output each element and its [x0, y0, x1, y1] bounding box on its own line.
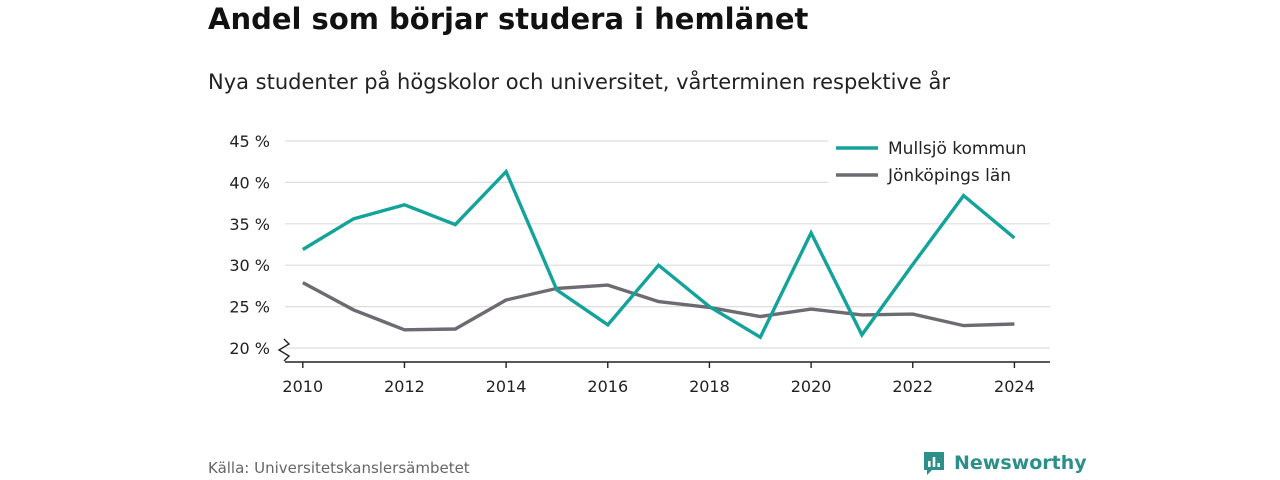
axis-break-icon [277, 338, 291, 362]
y-tick-label: 20 % [229, 339, 270, 358]
x-tick-label: 2020 [791, 377, 832, 396]
axes: 20 % 25 % 30 % 35 % 40 % 45 % 2010 2012 2014 2016… [229, 132, 1050, 396]
y-tick-label: 40 % [229, 173, 270, 192]
legend: Mullsjö kommun Jönköpings län [828, 134, 1050, 188]
chart-subtitle: Nya studenter på högskolor och universit… [208, 70, 950, 94]
legend-background [828, 134, 1050, 188]
x-tick-label: 2024 [994, 377, 1035, 396]
brand-name: Newsworthy [954, 452, 1087, 474]
bar-chart-speech-bubble-icon [924, 452, 944, 475]
y-tick-label: 45 % [229, 132, 270, 151]
x-tick-label: 2022 [892, 377, 933, 396]
x-tick-label: 2012 [384, 377, 425, 396]
x-tick-label: 2010 [282, 377, 323, 396]
source-note: Källa: Universitetskanslersämbetet [208, 459, 470, 477]
series-lines [301, 168, 1016, 340]
legend-label: Mullsjö kommun [888, 139, 1027, 159]
x-tick-label: 2018 [689, 377, 730, 396]
series-line-mullsjö-kommun [301, 168, 1016, 340]
legend-label: Jönköpings län [887, 166, 1011, 186]
chart-title: Andel som börjar studera i hemlänet [208, 2, 809, 36]
y-tick-label: 35 % [229, 215, 270, 234]
series-line-jönköpings-län [301, 281, 1015, 332]
x-tick-label: 2014 [486, 377, 527, 396]
y-tick-label: 30 % [229, 256, 270, 275]
x-tick-label: 2016 [587, 377, 628, 396]
y-tick-label: 25 % [229, 298, 270, 317]
brand-logo: Newsworthy [922, 450, 1087, 476]
